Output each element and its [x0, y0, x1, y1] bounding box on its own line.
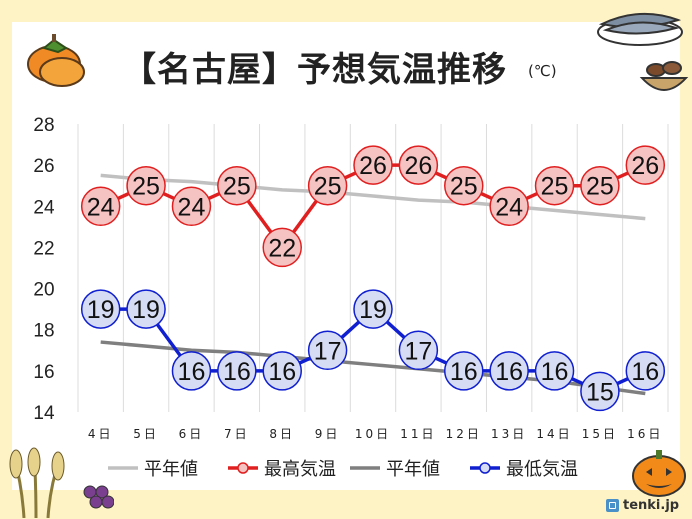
- low-temp-label: 16: [631, 358, 659, 386]
- y-tick-label: 22: [33, 238, 54, 259]
- low-temp-marker: [625, 351, 666, 391]
- low-temp-label: 16: [541, 358, 569, 386]
- high-temp-marker: [534, 165, 575, 206]
- x-tick-label: 10日: [355, 427, 391, 441]
- high-temp-label: 25: [586, 173, 614, 201]
- high-temp-marker: [262, 227, 302, 268]
- high-temp-label: 25: [314, 173, 342, 201]
- pampas-grass-illustration: [9, 447, 65, 518]
- high-temp-label: 22: [268, 234, 296, 262]
- legend-label: 最高気温: [264, 459, 336, 480]
- x-tick-label: 12日: [446, 427, 482, 441]
- x-tick-label: 9日: [315, 427, 341, 441]
- low-temp-label: 19: [359, 296, 387, 324]
- low-temp-marker: [444, 351, 484, 391]
- high-temp-marker: [80, 186, 121, 227]
- x-tick-label: 14日: [536, 427, 572, 441]
- high-temp-marker: [307, 165, 348, 206]
- high-temp-marker: [398, 145, 439, 185]
- low-temp-label: 17: [314, 337, 342, 365]
- x-tick-label: 11日: [400, 427, 436, 441]
- legend-label: 平年値: [144, 459, 198, 480]
- chart-title: 【名古屋】予想気温推移: [122, 50, 507, 90]
- x-tick-label: 15日: [582, 427, 618, 441]
- legend-marker: [237, 462, 249, 474]
- brand-logo: tenki.jp: [606, 498, 679, 513]
- high-temp-label: 26: [359, 152, 387, 180]
- series-normal-high-line: [100, 173, 646, 221]
- low-temp-marker: [80, 289, 121, 329]
- x-tick-label: 8日: [269, 427, 295, 441]
- y-tick-label: 16: [33, 362, 54, 383]
- brand-name: tenki.jp: [623, 498, 680, 513]
- legend-label: 最低気温: [506, 459, 578, 480]
- high-temp-marker: [171, 186, 212, 227]
- low-temp-label: 17: [404, 337, 432, 365]
- low-temp-label: 16: [495, 358, 523, 386]
- high-temp-label: 24: [178, 193, 206, 221]
- x-tick-label: 16日: [627, 427, 663, 441]
- high-temp-marker: [353, 145, 393, 185]
- high-temp-label: 26: [631, 152, 659, 180]
- high-temp-label: 25: [223, 173, 251, 201]
- low-temp-label: 16: [268, 358, 296, 386]
- grapes-illustration: [83, 485, 114, 509]
- y-tick-label: 18: [33, 321, 54, 342]
- low-temp-label: 19: [132, 296, 160, 324]
- tenki-logo-icon: [606, 499, 619, 512]
- low-temp-label: 16: [450, 358, 478, 386]
- low-temp-marker: [171, 351, 212, 391]
- x-tick-label: 4日: [88, 427, 114, 441]
- legend-marker: [479, 462, 491, 474]
- high-temp-marker: [489, 186, 529, 227]
- high-temp-label: 24: [87, 193, 115, 221]
- y-tick-label: 20: [33, 280, 54, 301]
- high-temp-label: 25: [450, 173, 478, 201]
- legend-label: 平年値: [386, 459, 440, 480]
- high-temp-label: 24: [495, 193, 523, 221]
- high-temp-label: 25: [132, 173, 160, 201]
- unit-label: (℃): [528, 62, 557, 80]
- high-temp-marker: [625, 145, 666, 185]
- high-temp-label: 26: [404, 152, 432, 180]
- x-tick-label: 13日: [491, 427, 527, 441]
- x-tick-label: 5日: [133, 427, 159, 441]
- persimmon-illustration: [27, 34, 85, 87]
- low-temp-label: 16: [223, 358, 251, 386]
- y-tick-label: 24: [33, 197, 55, 218]
- low-temp-label: 15: [586, 378, 614, 406]
- low-temp-marker: [353, 289, 393, 329]
- low-temp-marker: [126, 289, 166, 329]
- y-tick-label: 14: [33, 403, 55, 424]
- y-tick-label: 28: [33, 115, 54, 136]
- low-temp-marker: [307, 330, 348, 371]
- low-temp-label: 19: [87, 296, 115, 324]
- pumpkin-illustration: [632, 450, 686, 497]
- low-temp-marker: [262, 351, 302, 391]
- low-temp-label: 16: [178, 358, 206, 386]
- high-temp-marker: [126, 165, 166, 206]
- y-tick-label: 26: [33, 156, 54, 177]
- low-temp-marker: [580, 371, 620, 412]
- x-tick-label: 6日: [179, 427, 205, 441]
- high-temp-marker: [580, 165, 620, 206]
- x-tick-label: 7日: [224, 427, 250, 441]
- high-temp-marker: [444, 165, 484, 206]
- fish-plate-illustration: [597, 12, 683, 46]
- low-temp-marker: [489, 351, 529, 391]
- mushroom-bowl-illustration: [639, 61, 689, 91]
- low-temp-marker: [398, 330, 439, 371]
- high-temp-label: 25: [541, 173, 569, 201]
- high-temp-marker: [217, 165, 257, 206]
- low-temp-marker: [217, 351, 257, 391]
- low-temp-marker: [534, 351, 575, 391]
